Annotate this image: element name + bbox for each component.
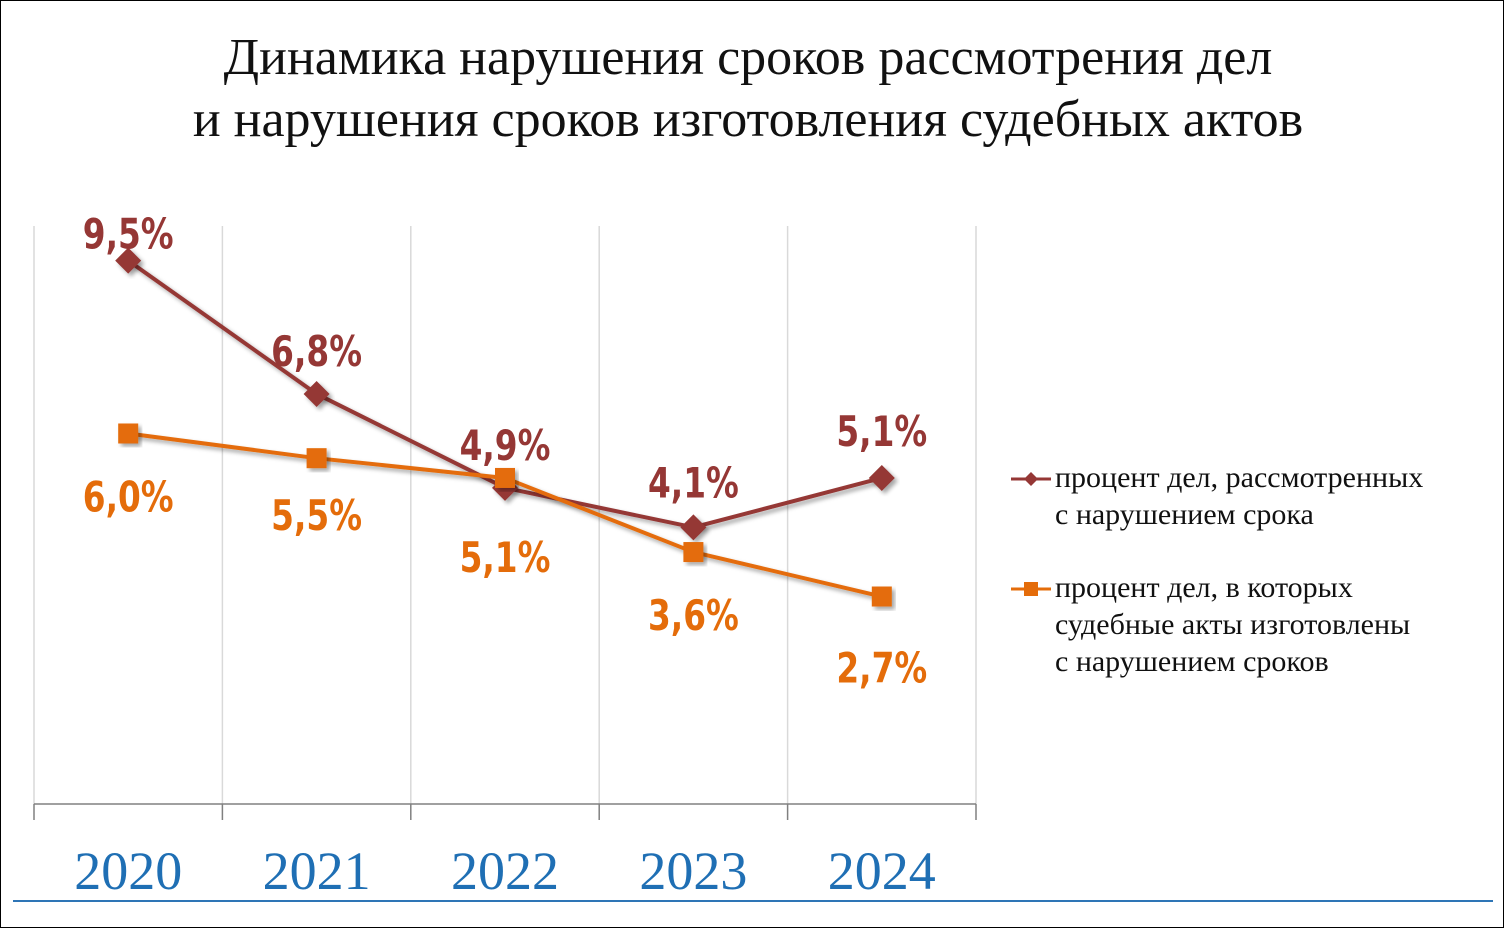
series-2-point bbox=[118, 423, 139, 444]
series-2-data-label: 5,1% bbox=[460, 533, 551, 582]
series-1-data-label: 6,8% bbox=[271, 327, 362, 376]
series-2-point bbox=[306, 448, 327, 469]
legend-item-series-2: процент дел, в которых судебные акты изг… bbox=[1011, 569, 1431, 680]
series-1-data-label: 4,1% bbox=[648, 458, 739, 507]
x-tick-label: 2020 bbox=[74, 841, 182, 901]
x-tick-label: 2021 bbox=[263, 841, 371, 901]
series-2-data-label: 2,7% bbox=[836, 643, 927, 692]
legend-diamond-marker-icon bbox=[1011, 472, 1051, 486]
series-2-data-label: 5,5% bbox=[271, 491, 362, 540]
series-1-point bbox=[868, 464, 895, 491]
legend-label-series-2: процент дел, в которых судебные акты изг… bbox=[1055, 571, 1411, 678]
series-1-data-label: 5,1% bbox=[836, 407, 927, 456]
series-1-data-label: 4,9% bbox=[460, 421, 551, 470]
chart-title: Динамика нарушения сроков рассмотрения д… bbox=[1, 27, 1495, 151]
legend-item-series-1: процент дел, рассмотренных с нарушением … bbox=[1011, 459, 1431, 533]
chart-title-line-2: и нарушения сроков изготовления судебных… bbox=[192, 91, 1304, 148]
legend: процент дел, рассмотренных с нарушением … bbox=[1011, 459, 1431, 710]
series-2-point bbox=[871, 586, 892, 607]
series-2-point bbox=[683, 542, 704, 563]
series-2-data-label: 6,0% bbox=[83, 472, 174, 521]
series-2-data-label: 3,6% bbox=[648, 591, 739, 640]
legend-label-series-1: процент дел, рассмотренных с нарушением … bbox=[1055, 461, 1424, 531]
series-1-point bbox=[115, 247, 142, 274]
series-1-data-label: 9,5% bbox=[83, 210, 174, 259]
series-2-point bbox=[495, 467, 515, 488]
bottom-divider bbox=[13, 900, 1493, 902]
x-tick-label: 2024 bbox=[828, 841, 936, 901]
series-1-point bbox=[680, 514, 707, 541]
series-1-point bbox=[303, 380, 330, 407]
chart-title-line-1: Динамика нарушения сроков рассмотрения д… bbox=[223, 29, 1273, 86]
x-tick-label: 2022 bbox=[451, 841, 559, 901]
legend-square-marker-icon bbox=[1011, 582, 1051, 596]
x-tick-label: 2023 bbox=[639, 841, 747, 901]
